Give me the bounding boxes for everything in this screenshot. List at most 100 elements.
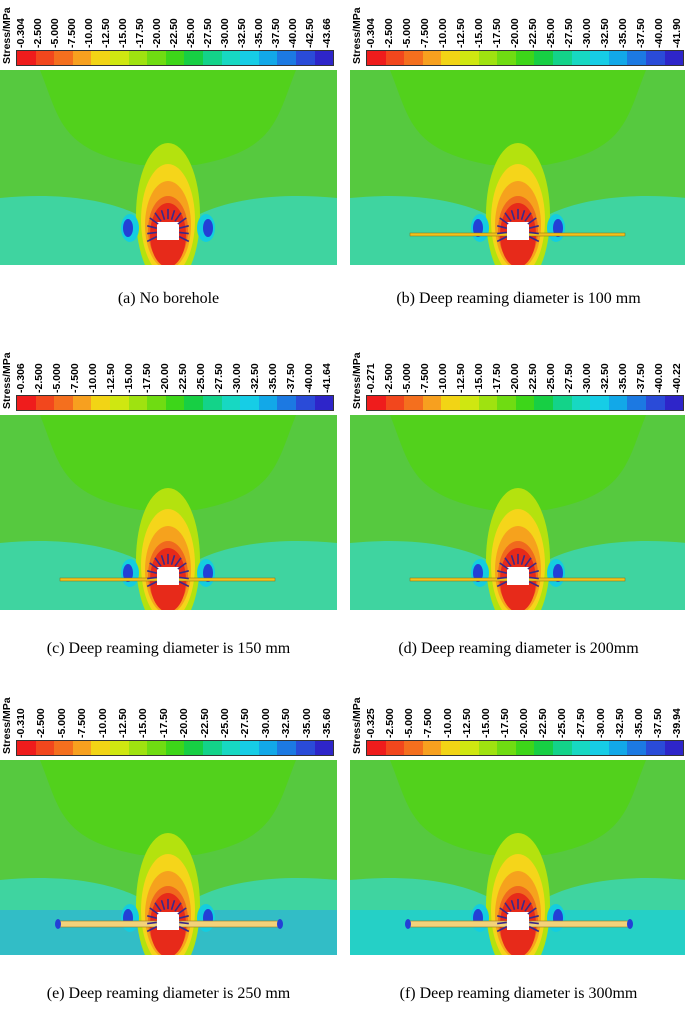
colorbar-tick-label: -15.00 — [117, 18, 129, 48]
colorbar-tick: -10.00 — [83, 0, 96, 48]
colorbar-tick-label: -22.50 — [177, 363, 189, 393]
rock-bolt — [179, 576, 189, 580]
colorbar-swatch — [165, 396, 185, 410]
colorbar-swatch — [590, 741, 609, 755]
colorbar-tick: -2.500 — [384, 690, 397, 738]
colorbar-swatch — [571, 51, 591, 65]
colorbar-tick-label: -25.00 — [556, 708, 569, 738]
colorbar-tick: -15.00 — [473, 0, 486, 48]
colorbar-tick-label: -30.00 — [581, 18, 593, 48]
panel-d: Stress/MPa -0.271 -2.500 -5.000 -7.500 -10.00… — [350, 345, 685, 685]
panel-caption: (e) Deep reaming diameter is 250 mm — [46, 985, 291, 1002]
colorbar-swatch — [571, 396, 591, 410]
colorbar-tick: -5.000 — [401, 0, 414, 48]
colorbar-tick: -35.60 — [321, 690, 334, 738]
colorbar-swatch — [534, 741, 553, 755]
stress-axis-label-text: Stress/MPa — [1, 352, 13, 409]
colorbar-tick: -20.00 — [151, 0, 164, 48]
colorbar-tick: -35.00 — [617, 0, 630, 48]
stress-arch-outer — [40, 415, 296, 510]
colorbar-tick-label: -40.00 — [287, 18, 299, 48]
colorbar — [16, 740, 334, 756]
colorbar-tick: -2.500 — [33, 345, 46, 393]
colorbar-swatch — [478, 51, 498, 65]
rock-bolt — [177, 562, 187, 570]
colorbar-tick-label: -20.00 — [159, 363, 171, 393]
rock-bolt — [146, 580, 158, 588]
colorbar-tick: -32.50 — [614, 690, 627, 738]
colorbar-swatch — [258, 396, 278, 410]
colorbar-tick-label: -7.500 — [419, 363, 431, 393]
colorbar-swatch — [35, 741, 55, 755]
stress-axis-label: Stress/MPa — [351, 347, 364, 409]
colorbar-tick: -0.271 — [365, 345, 378, 393]
colorbar-swatch — [91, 396, 110, 410]
colorbar-tick: -7.500 — [422, 690, 435, 738]
colorbar-tick-labels: -0.304 -2.500 -5.000 -7.500 -10.00 -12.50 -15.… — [15, 0, 334, 48]
rock-bolt — [529, 225, 539, 229]
stress-axis-label-text: Stress/MPa — [1, 7, 13, 64]
colorbar-tick: -35.00 — [301, 690, 314, 738]
rock-bolt — [177, 217, 187, 225]
roadway-opening — [507, 222, 529, 240]
side-lobe-right-core — [553, 219, 563, 237]
colorbar-tick-label: -25.00 — [185, 18, 197, 48]
rock-bolt — [497, 231, 507, 235]
colorbar-tick-label: -41.90 — [671, 18, 683, 48]
colorbar-swatch — [184, 741, 203, 755]
colorbar-swatch — [515, 741, 535, 755]
colorbar-tick-label: -17.50 — [141, 363, 153, 393]
rock-bolt — [497, 921, 507, 925]
rock-bolt — [527, 217, 537, 225]
colorbar-tick-label: -35.00 — [632, 708, 645, 738]
panel-f: Stress/MPa -0.325 -2.500 -5.000 -7.500 -10.00… — [350, 690, 685, 1030]
colorbar-tick-label: -42.50 — [304, 18, 316, 48]
colorbar-tick: -10.00 — [441, 690, 455, 738]
colorbar-tick-label: -40.00 — [653, 363, 665, 393]
colorbar-swatch — [277, 51, 296, 65]
colorbar-tick-label: -30.00 — [231, 363, 243, 393]
rock-bolt — [497, 915, 507, 919]
colorbar-swatch — [497, 51, 516, 65]
colorbar-tick: -7.500 — [69, 345, 82, 393]
rock-bolt — [499, 562, 509, 570]
colorbar-tick: -17.50 — [491, 0, 504, 48]
colorbar-swatch — [17, 51, 36, 65]
colorbar-swatch — [422, 396, 442, 410]
colorbar-tick-label: -15.00 — [473, 363, 485, 393]
colorbar-swatch — [295, 51, 315, 65]
stress-arch-outer — [390, 70, 646, 165]
borehole-end-left — [55, 919, 61, 929]
colorbar-tick-label: -2.500 — [33, 363, 45, 393]
colorbar-swatch — [202, 51, 222, 65]
colorbar-swatch — [552, 51, 572, 65]
rock-bolt — [524, 902, 532, 912]
rock-bolt — [510, 899, 516, 911]
colorbar-tick-label: -5.000 — [401, 363, 413, 393]
colorbar-tick-label: -15.00 — [123, 363, 135, 393]
colorbar-tick-label: -10.00 — [441, 708, 454, 738]
rock-bolt — [179, 921, 189, 925]
colorbar-swatch — [385, 51, 405, 65]
colorbar-tick-label: -40.00 — [303, 363, 315, 393]
side-lobe-left-core — [123, 564, 133, 582]
colorbar-swatch — [497, 396, 516, 410]
colorbar-tick-label: -37.50 — [651, 708, 664, 738]
colorbar-tick: -39.94 — [671, 690, 684, 738]
rock-bolt — [529, 921, 539, 925]
colorbar-tick-label: -10.00 — [437, 18, 449, 48]
colorbar-tick-label: -17.50 — [498, 708, 511, 738]
rock-bolt — [147, 921, 157, 925]
colorbar-swatch — [295, 741, 315, 755]
colorbar-swatch — [128, 741, 148, 755]
colorbar-swatch — [404, 51, 423, 65]
colorbar-tick: -30.00 — [581, 345, 594, 393]
rock-bolt — [160, 554, 166, 566]
colorbar-tick: -5.000 — [403, 690, 416, 738]
rock-bolt — [149, 217, 159, 225]
colorbar-tick-label: -37.50 — [285, 363, 297, 393]
side-lobe-left-core — [123, 219, 133, 237]
colorbar-tick-label: -5.000 — [51, 363, 63, 393]
colorbar-tick: -25.00 — [556, 690, 569, 738]
colorbar-tick-label: -27.50 — [575, 708, 588, 738]
